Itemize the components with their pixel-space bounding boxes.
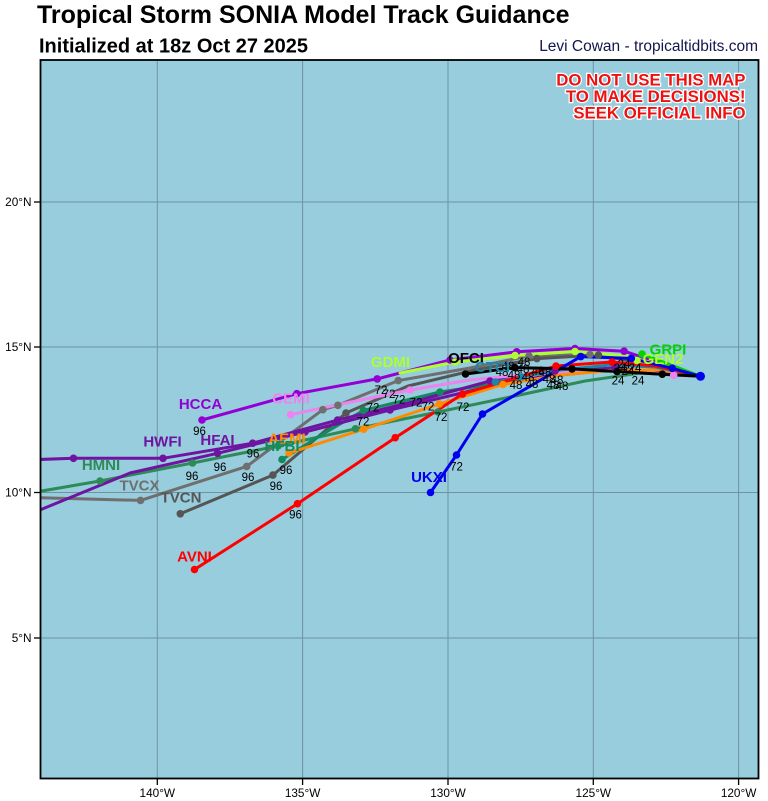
svg-text:72: 72 <box>375 385 388 397</box>
svg-text:24: 24 <box>612 376 625 388</box>
svg-text:AVNI: AVNI <box>177 549 212 566</box>
svg-text:48: 48 <box>556 381 569 393</box>
svg-text:48: 48 <box>522 372 535 384</box>
svg-text:48: 48 <box>543 374 556 386</box>
svg-text:72: 72 <box>393 395 406 407</box>
svg-text:96: 96 <box>214 462 227 474</box>
svg-text:Initialized at 18z Oct 27 2025: Initialized at 18z Oct 27 2025 <box>39 36 308 58</box>
svg-text:48: 48 <box>539 367 552 379</box>
svg-text:HCCA: HCCA <box>179 396 222 413</box>
svg-text:CEMI: CEMI <box>272 391 310 408</box>
svg-text:GRPI: GRPI <box>650 342 687 359</box>
svg-text:72: 72 <box>410 398 423 410</box>
svg-text:HMNI: HMNI <box>82 457 120 474</box>
svg-text:GEN2: GEN2 <box>643 351 684 368</box>
svg-text:TVCN: TVCN <box>161 490 202 507</box>
svg-text:48: 48 <box>502 361 515 373</box>
svg-text:96: 96 <box>247 449 260 461</box>
svg-text:UKXI: UKXI <box>411 469 447 486</box>
svg-text:TO MAKE DECISIONS!: TO MAKE DECISIONS! <box>566 87 746 106</box>
svg-text:SEEK OFFICIAL INFO: SEEK OFFICIAL INFO <box>573 103 745 122</box>
svg-text:72: 72 <box>357 417 370 429</box>
svg-text:24: 24 <box>618 359 631 371</box>
svg-text:24: 24 <box>614 363 627 375</box>
svg-text:48: 48 <box>517 364 530 376</box>
svg-text:96: 96 <box>186 471 199 483</box>
svg-text:48: 48 <box>551 375 564 387</box>
svg-text:AEMI: AEMI <box>268 431 306 448</box>
svg-text:48: 48 <box>496 367 509 379</box>
svg-text:120°W: 120°W <box>721 786 757 800</box>
svg-text:OFCI: OFCI <box>448 350 484 367</box>
svg-text:72: 72 <box>367 403 380 415</box>
svg-text:48: 48 <box>526 379 539 391</box>
svg-text:24: 24 <box>622 366 635 378</box>
svg-text:10°N: 10°N <box>5 486 31 500</box>
svg-text:72: 72 <box>422 402 435 414</box>
svg-text:96: 96 <box>242 472 255 484</box>
svg-text:48: 48 <box>510 380 523 392</box>
svg-text:HFBI: HFBI <box>265 438 300 455</box>
svg-text:48: 48 <box>518 357 531 369</box>
svg-text:125°W: 125°W <box>576 786 612 800</box>
svg-text:48: 48 <box>532 366 545 378</box>
svg-text:72: 72 <box>457 402 470 414</box>
svg-text:HFAI: HFAI <box>200 432 234 449</box>
svg-text:Tropical Storm SONIA Model Tra: Tropical Storm SONIA Model Track Guidanc… <box>37 1 570 29</box>
svg-text:Levi Cowan - tropicaltidbits.c: Levi Cowan - tropicaltidbits.com <box>539 38 758 55</box>
svg-text:96: 96 <box>280 465 293 477</box>
svg-text:72: 72 <box>383 389 396 401</box>
svg-text:GDMI: GDMI <box>371 354 410 371</box>
svg-text:140°W: 140°W <box>140 786 176 800</box>
svg-text:DO NOT USE THIS MAP: DO NOT USE THIS MAP <box>556 71 745 90</box>
svg-text:135°W: 135°W <box>285 786 321 800</box>
svg-text:HWFI: HWFI <box>143 434 181 451</box>
svg-text:24: 24 <box>629 363 642 375</box>
svg-text:96: 96 <box>289 510 302 522</box>
svg-text:20°N: 20°N <box>5 195 31 209</box>
svg-text:72: 72 <box>435 412 448 424</box>
svg-text:48: 48 <box>547 380 560 392</box>
svg-text:96: 96 <box>270 481 283 493</box>
svg-text:48: 48 <box>508 370 521 382</box>
svg-text:72: 72 <box>450 462 463 474</box>
svg-text:CTCI: CTCI <box>475 359 510 376</box>
svg-text:24: 24 <box>632 376 645 388</box>
svg-text:5°N: 5°N <box>12 631 32 645</box>
svg-text:130°W: 130°W <box>430 786 466 800</box>
svg-text:15°N: 15°N <box>5 340 31 354</box>
svg-text:96: 96 <box>193 426 206 438</box>
svg-text:TVCX: TVCX <box>119 478 159 495</box>
